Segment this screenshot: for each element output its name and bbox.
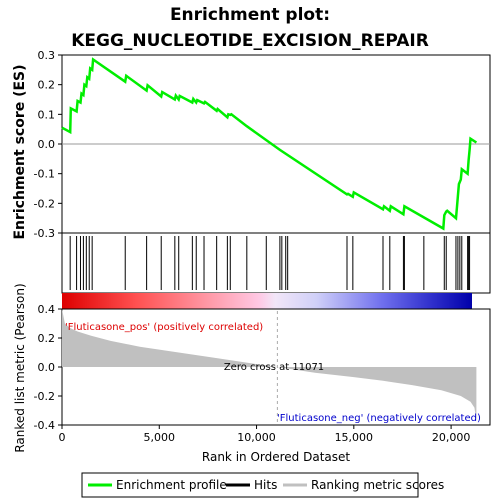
metric-y-tick-label: 0.0	[38, 361, 56, 374]
metric-y-tick-label: -0.2	[34, 390, 55, 403]
enrichment-score-panel: -0.3 -0.2 -0.1 0.0 0.1 0.2 0.3 Enrichment scor…	[12, 49, 490, 240]
es-y-tick-label: 0.2	[38, 79, 56, 92]
legend-metric-label: Ranking metric scores	[311, 478, 444, 492]
es-y-tick-label: -0.1	[34, 168, 55, 181]
legend-profile-label: Enrichment profile	[116, 478, 227, 492]
es-y-tick-label: -0.2	[34, 197, 55, 210]
es-y-tick-label: -0.3	[34, 227, 55, 240]
legend: Enrichment profile Hits Ranking metric s…	[82, 473, 444, 497]
ranking-metric-panel: -0.4 -0.2 0.0 0.2 0.4 'Fluticasone_pos' (pos…	[13, 283, 490, 452]
color-bar-strip	[62, 293, 472, 309]
metric-y-axis-label: Ranked list metric (Pearson)	[13, 283, 27, 452]
es-y-tick-label: 0.1	[38, 108, 56, 121]
hits-frame	[62, 233, 490, 293]
x-tick-label: 15,000	[335, 431, 374, 444]
es-y-axis-label: Enrichment score (ES)	[12, 64, 28, 239]
es-y-tick-label: 0.0	[38, 138, 56, 151]
hits-panel	[62, 233, 490, 293]
metric-y-tick-label: 0.4	[38, 303, 56, 316]
x-tick-label: 5,000	[144, 431, 176, 444]
neg-correlated-label: 'Fluticasone_neg' (negatively correlated…	[277, 413, 481, 424]
chart-title-line2: KEGG_NUCLEOTIDE_EXCISION_REPAIR	[71, 31, 429, 51]
legend-hits-label: Hits	[254, 478, 277, 492]
x-tick-label: 10,000	[237, 431, 276, 444]
x-tick-label: 0	[59, 431, 66, 444]
pos-correlated-label: 'Fluticasone_pos' (positively correlated…	[65, 322, 263, 333]
rank-color-bar	[62, 293, 472, 309]
x-axis-label: Rank in Ordered Dataset	[202, 450, 350, 464]
metric-y-tick-label: -0.4	[34, 419, 55, 432]
zero-cross-label: Zero cross at 11071	[224, 362, 324, 373]
metric-y-tick-label: 0.2	[38, 332, 56, 345]
x-tick-label: 20,000	[432, 431, 471, 444]
chart-title-line1: Enrichment plot:	[170, 5, 330, 25]
es-y-tick-label: 0.3	[38, 49, 56, 62]
